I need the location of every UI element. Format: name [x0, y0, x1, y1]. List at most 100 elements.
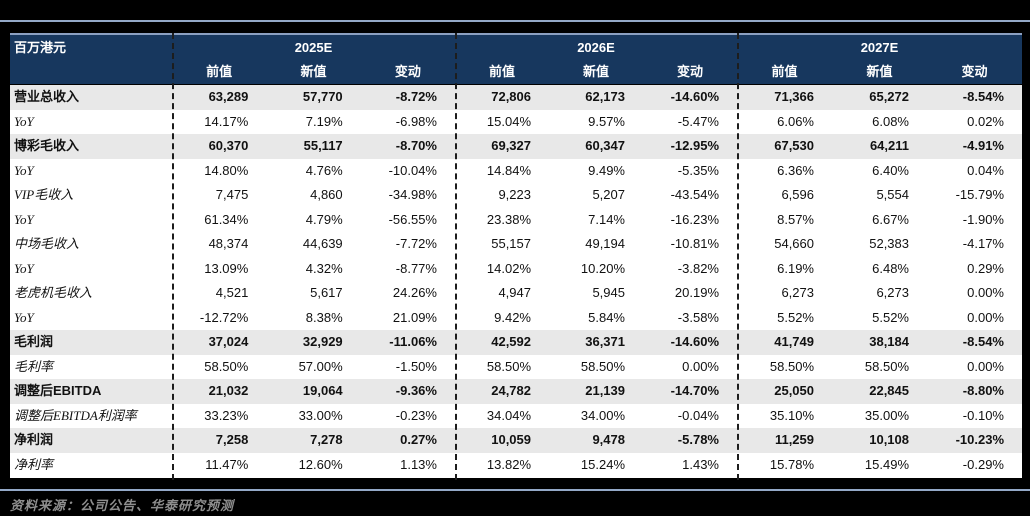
- table-row: 净利率 11.47% 12.60% 1.13% 13.82% 15.24% 1.43% 15.…: [10, 452, 1022, 477]
- value-cell: 11.47%: [205, 456, 249, 472]
- value-cell: 6.19%: [777, 260, 814, 276]
- value-cell: -5.47%: [677, 113, 719, 129]
- year-group-values: 14.02% 10.20% -3.82%: [455, 257, 737, 282]
- value-cell: -11.06%: [389, 334, 437, 349]
- value-cell: 35.00%: [864, 407, 909, 423]
- value-cell: 6.40%: [872, 162, 909, 178]
- year-group-values: 6,596 5,554 -15.79%: [737, 183, 1022, 208]
- table-row: 调整后EBITDA 21,032 19,064 -9.36% 24,782 21,139 -…: [10, 379, 1022, 404]
- year-group-values: 9.42% 5.84% -3.58%: [455, 306, 737, 331]
- value-cell: 24.26%: [392, 285, 437, 300]
- value-cell: 10,108: [869, 432, 909, 447]
- year-group-values: 41,749 38,184 -8.54%: [737, 330, 1022, 355]
- year-group-values: 4,947 5,945 20.19%: [455, 281, 737, 306]
- source-note: 资料来源：公司公告、华泰研究预测: [10, 498, 235, 513]
- value-cell: 6.36%: [777, 162, 814, 178]
- value-cell: 0.29%: [967, 260, 1004, 276]
- value-cell: 33.00%: [298, 407, 343, 423]
- value-cell: -3.58%: [677, 309, 719, 325]
- value-cell: 5,945: [592, 285, 625, 300]
- value-cell: 0.00%: [967, 309, 1004, 325]
- value-cell: -7.72%: [395, 236, 437, 251]
- value-cell: 48,374: [208, 236, 249, 251]
- value-cell: 36,371: [585, 334, 625, 349]
- year-group-values: 67,530 64,211 -4.91%: [737, 134, 1022, 159]
- value-cell: 0.04%: [967, 162, 1004, 178]
- table-row: 毛利润 37,024 32,929 -11.06% 42,592 36,371 -14.60…: [10, 330, 1022, 355]
- value-cell: 4.32%: [305, 260, 343, 276]
- table-row: YoY -12.72% 8.38% 21.09% 9.42% 5.84% -3.58% 5.5…: [10, 305, 1022, 331]
- year-group-2026: 2026E: [455, 35, 737, 60]
- value-cell: 25,050: [774, 383, 814, 398]
- value-cell: 9.42%: [494, 309, 531, 325]
- value-cell: 38,184: [869, 334, 909, 349]
- year-group-values: 24,782 21,139 -14.70%: [455, 379, 737, 404]
- row-label: YoY: [14, 211, 34, 227]
- year-group-values: 69,327 60,347 -12.95%: [455, 134, 737, 159]
- year-group-values: 9,223 5,207 -43.54%: [455, 183, 737, 208]
- year-group-values: 8.57% 6.67% -1.90%: [737, 208, 1022, 233]
- unit-label: 百万港元: [14, 40, 67, 55]
- year-group-values: 7,475 4,860 -34.98%: [172, 183, 455, 208]
- value-cell: -10.04%: [388, 162, 437, 178]
- value-cell: 12.60%: [298, 456, 343, 472]
- value-cell: 5.52%: [872, 309, 909, 325]
- value-cell: 49,194: [585, 236, 625, 251]
- year-group-values: 25,050 22,845 -8.80%: [737, 379, 1022, 404]
- value-cell: 10,059: [491, 432, 531, 447]
- year-label-2027: 2027E: [860, 40, 899, 55]
- value-cell: 5.84%: [588, 309, 625, 325]
- year-group-values: 55,157 49,194 -10.81%: [455, 232, 737, 257]
- table-row: YoY 61.34% 4.79% -56.55% 23.38% 7.14% -16.23% 8…: [10, 207, 1022, 233]
- table-row: 中场毛收入 48,374 44,639 -7.72% 55,157 49,194 -10.8…: [10, 232, 1022, 257]
- year-group-values: 5.52% 5.52% 0.00%: [737, 306, 1022, 331]
- value-cell: -15.79%: [955, 187, 1004, 202]
- value-cell: 0.00%: [967, 358, 1004, 374]
- year-group-values: 34.04% 34.00% -0.04%: [455, 404, 737, 429]
- value-cell: 8.38%: [305, 309, 343, 325]
- forecast-revision-table: 百万港元 2025E 2026E 2027E 前值 新值 变动: [10, 33, 1022, 480]
- year-group-2027: 2027E: [737, 35, 1022, 60]
- value-cell: 37,024: [208, 334, 249, 349]
- value-cell: 22,845: [869, 383, 909, 398]
- year-group-values: 33.23% 33.00% -0.23%: [172, 404, 455, 429]
- year-group-values: 21,032 19,064 -9.36%: [172, 379, 455, 404]
- row-label: 中场毛收入: [14, 236, 80, 251]
- value-cell: 14.02%: [486, 260, 531, 276]
- value-cell: 58.50%: [204, 358, 249, 374]
- row-label: 老虎机毛收入: [14, 285, 93, 300]
- value-cell: 54,660: [774, 236, 814, 251]
- value-cell: 61.34%: [204, 211, 249, 227]
- value-cell: -0.29%: [962, 456, 1004, 472]
- col-header-change: 变动: [961, 64, 988, 79]
- value-cell: 9,478: [592, 432, 625, 447]
- value-cell: 9.49%: [588, 162, 625, 178]
- unit-label-spacer: [10, 60, 172, 84]
- value-cell: 0.00%: [682, 358, 719, 374]
- value-cell: 7.19%: [305, 113, 343, 129]
- year-group-values: 4,521 5,617 24.26%: [172, 281, 455, 306]
- value-cell: 10.20%: [580, 260, 625, 276]
- row-label: 净利润: [14, 432, 54, 447]
- value-cell: 7,475: [215, 187, 249, 202]
- value-cell: -4.91%: [962, 138, 1004, 153]
- value-cell: 24,782: [491, 383, 531, 398]
- year-group-values: 58.50% 57.00% -1.50%: [172, 355, 455, 380]
- value-cell: -8.54%: [962, 89, 1004, 104]
- year-group-values: 6.36% 6.40% 0.04%: [737, 159, 1022, 184]
- value-cell: 67,530: [774, 138, 814, 153]
- header-subcolumn-row: 前值 新值 变动 前值 新值 变动 前值 新值 变动: [10, 60, 1022, 84]
- value-cell: 21.09%: [392, 309, 437, 325]
- value-cell: 14.17%: [204, 113, 249, 129]
- value-cell: 21,139: [585, 383, 625, 398]
- value-cell: -8.54%: [962, 334, 1004, 349]
- value-cell: -0.10%: [962, 407, 1004, 423]
- table-row: 毛利率 58.50% 57.00% -1.50% 58.50% 58.50% 0.00% 58…: [10, 354, 1022, 380]
- year-group-values: 72,806 62,173 -14.60%: [455, 85, 737, 110]
- table-row: YoY 13.09% 4.32% -8.77% 14.02% 10.20% -3.82% 6.…: [10, 256, 1022, 282]
- value-cell: 5,554: [876, 187, 909, 202]
- value-cell: 63,289: [208, 89, 249, 104]
- table-row: 博彩毛收入 60,370 55,117 -8.70% 69,327 60,347 -12.9…: [10, 134, 1022, 159]
- year-group-values: 7,258 7,278 0.27%: [172, 428, 455, 453]
- table-row: 净利润 7,258 7,278 0.27% 10,059 9,478 -5.78% 11,25…: [10, 428, 1022, 453]
